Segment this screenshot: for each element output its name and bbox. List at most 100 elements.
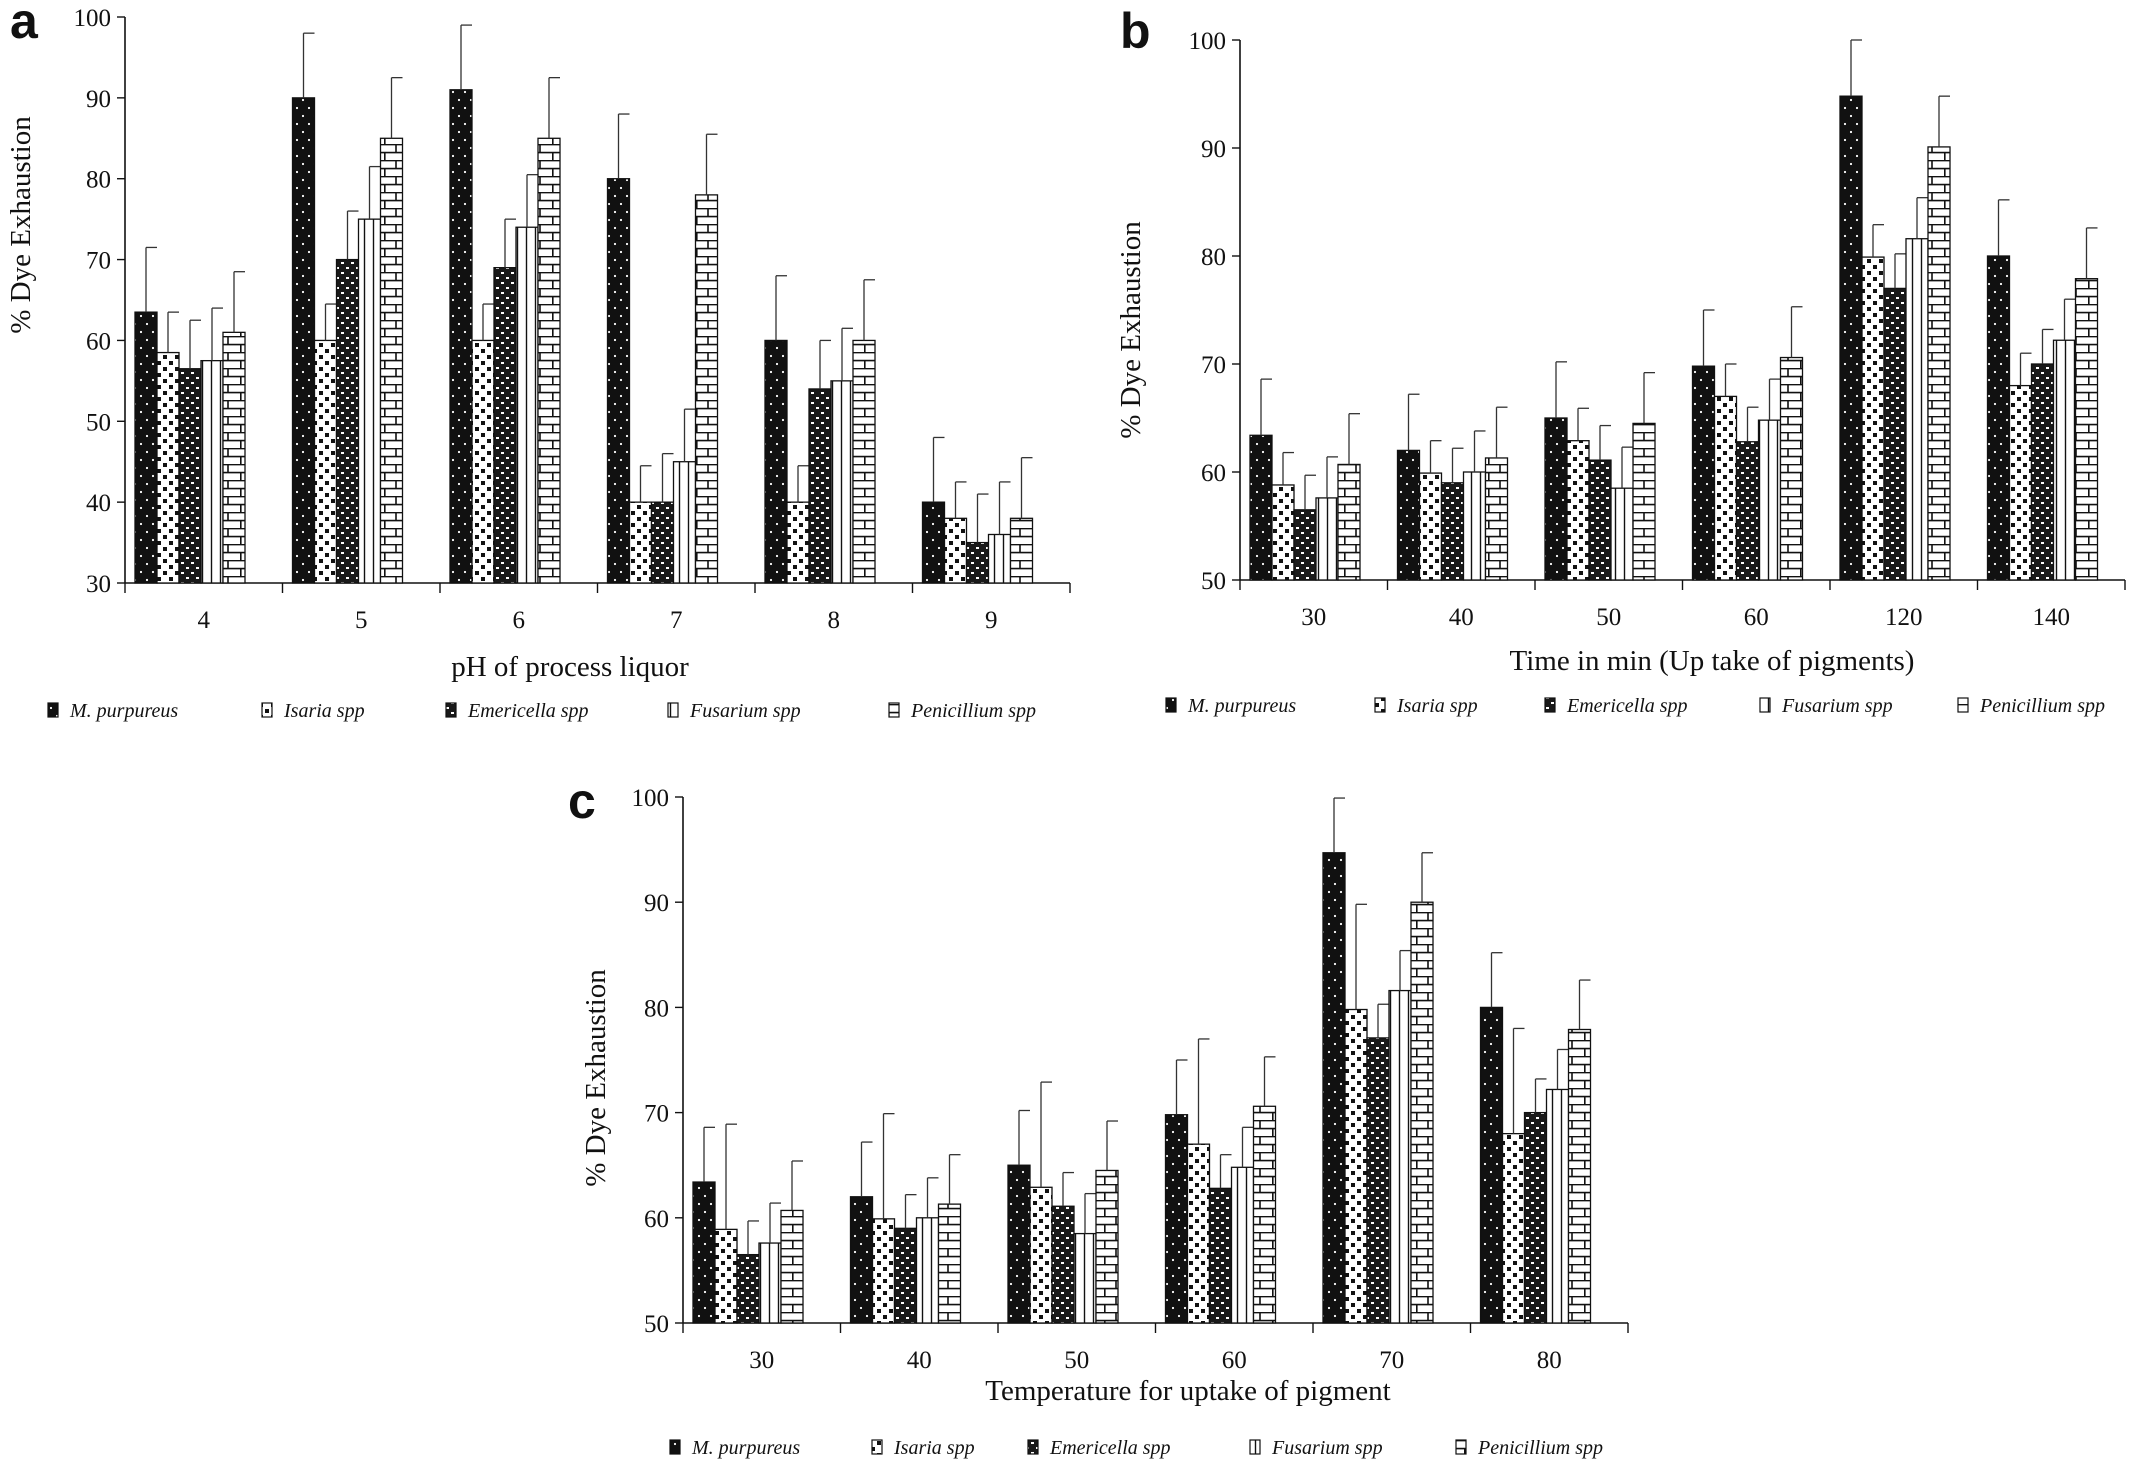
bar — [1396, 449, 1421, 581]
x-axis-label-b: Time in min (Up take of pigments) — [1510, 645, 1915, 677]
bar — [515, 226, 539, 584]
bar — [915, 1217, 940, 1324]
bar — [1567, 1028, 1592, 1324]
legend-label: Isaria spp — [283, 700, 365, 722]
bar — [1839, 95, 1863, 581]
y-tick-label: 30 — [86, 571, 111, 598]
legend-swatch — [1027, 1439, 1039, 1455]
bar — [493, 267, 517, 584]
legend-swatch — [1374, 697, 1386, 713]
legend-c: M. purpureus Isaria spp Emericella spp Fusa… — [669, 1437, 1603, 1459]
bar — [764, 339, 788, 584]
legend-swatch — [1249, 1439, 1261, 1455]
y-tick-label: 50 — [644, 1311, 669, 1338]
y-tick-label: 100 — [632, 785, 670, 812]
bar — [1337, 463, 1361, 581]
bar — [291, 97, 316, 584]
x-tick-label: 50 — [1064, 1347, 1089, 1374]
bar — [1293, 509, 1317, 581]
legend-label: Penicillium spp — [1979, 695, 2105, 717]
bar — [786, 501, 810, 584]
bar — [1440, 482, 1465, 581]
bar — [650, 501, 675, 584]
x-tick-label: 50 — [1596, 604, 1621, 631]
legend-swatch — [667, 702, 679, 718]
y-tick-label: 90 — [86, 86, 111, 113]
y-tick-label: 80 — [644, 995, 669, 1022]
legend-label: Fusarium spp — [1781, 695, 1893, 717]
x-tick-label: 30 — [749, 1347, 774, 1374]
bar — [871, 1218, 896, 1324]
bar — [1735, 441, 1760, 581]
legend-label: M. purpureus — [69, 700, 178, 722]
bar — [1861, 256, 1885, 581]
bar — [1322, 852, 1346, 1324]
legend-swatch — [888, 702, 900, 718]
legend-label: M. purpureus — [691, 1437, 800, 1459]
bar — [357, 218, 382, 584]
legend-swatch — [669, 1439, 681, 1455]
legend-swatch — [1957, 697, 1969, 713]
bar — [694, 194, 719, 584]
bar — [1388, 989, 1412, 1324]
bar — [1418, 472, 1443, 581]
bar — [1691, 365, 1716, 581]
bar — [1271, 484, 1295, 581]
x-axis-label-a: pH of process liquor — [451, 651, 689, 683]
legend-label: Isaria spp — [893, 1437, 975, 1459]
y-tick-label: 90 — [1201, 136, 1226, 163]
bar — [222, 331, 246, 584]
x-tick-label: 40 — [907, 1347, 932, 1374]
bar — [1095, 1169, 1119, 1324]
y-tick-label: 70 — [1201, 352, 1226, 379]
bar — [1566, 440, 1590, 581]
bar — [1249, 434, 1273, 581]
bar — [2074, 278, 2099, 581]
legend-a: M. purpureus Isaria spp Emericella spp Fusa… — [47, 700, 1036, 722]
x-tick-label: 7 — [670, 607, 683, 634]
y-axis-label-a: % Dye Exhaustion — [5, 116, 37, 334]
x-tick-label: 8 — [828, 607, 841, 634]
bar — [692, 1181, 716, 1324]
x-tick-label: 120 — [1885, 604, 1923, 631]
panel-letter-c: c — [568, 773, 596, 829]
legend-swatch — [1165, 697, 1177, 713]
legend-swatch — [445, 702, 457, 718]
bar — [937, 1203, 962, 1324]
bar — [758, 1242, 782, 1324]
panel-letter-a: a — [10, 0, 39, 49]
bar — [335, 258, 360, 584]
bar — [987, 533, 1012, 584]
plot-area-b: 50 60 70 80 90 100 30 40 50 60 120 140 — [1189, 28, 2126, 631]
bar — [893, 1227, 918, 1324]
bar — [830, 380, 854, 584]
legend-swatch — [261, 702, 273, 718]
legend-label: Penicillium spp — [910, 700, 1036, 722]
panel-b: b % Dye Exhaustion Time in min (Up take … — [1115, 3, 2126, 717]
bar — [1484, 457, 1509, 581]
bar — [1905, 238, 1929, 581]
legend-swatch — [871, 1439, 883, 1455]
y-tick-label: 80 — [1201, 244, 1226, 271]
bar — [2008, 384, 2033, 581]
y-tick-label: 60 — [1201, 460, 1226, 487]
x-tick-label: 4 — [198, 607, 211, 634]
bar — [1779, 356, 1804, 581]
bar — [1479, 1006, 1504, 1324]
bar — [200, 359, 224, 584]
legend-swatch — [1759, 697, 1771, 713]
bar — [1883, 287, 1907, 581]
legend-label: Penicillium spp — [1477, 1437, 1603, 1459]
x-tick-label: 6 — [513, 607, 526, 634]
legend-swatch — [1544, 697, 1556, 713]
bar — [313, 339, 338, 584]
bar — [1208, 1187, 1233, 1324]
bar — [606, 178, 631, 584]
bar — [1462, 471, 1487, 581]
x-tick-label: 70 — [1379, 1347, 1404, 1374]
bar — [2030, 363, 2055, 581]
bar — [1186, 1143, 1211, 1324]
bar — [1344, 1008, 1368, 1324]
legend-label: Isaria spp — [1396, 695, 1478, 717]
